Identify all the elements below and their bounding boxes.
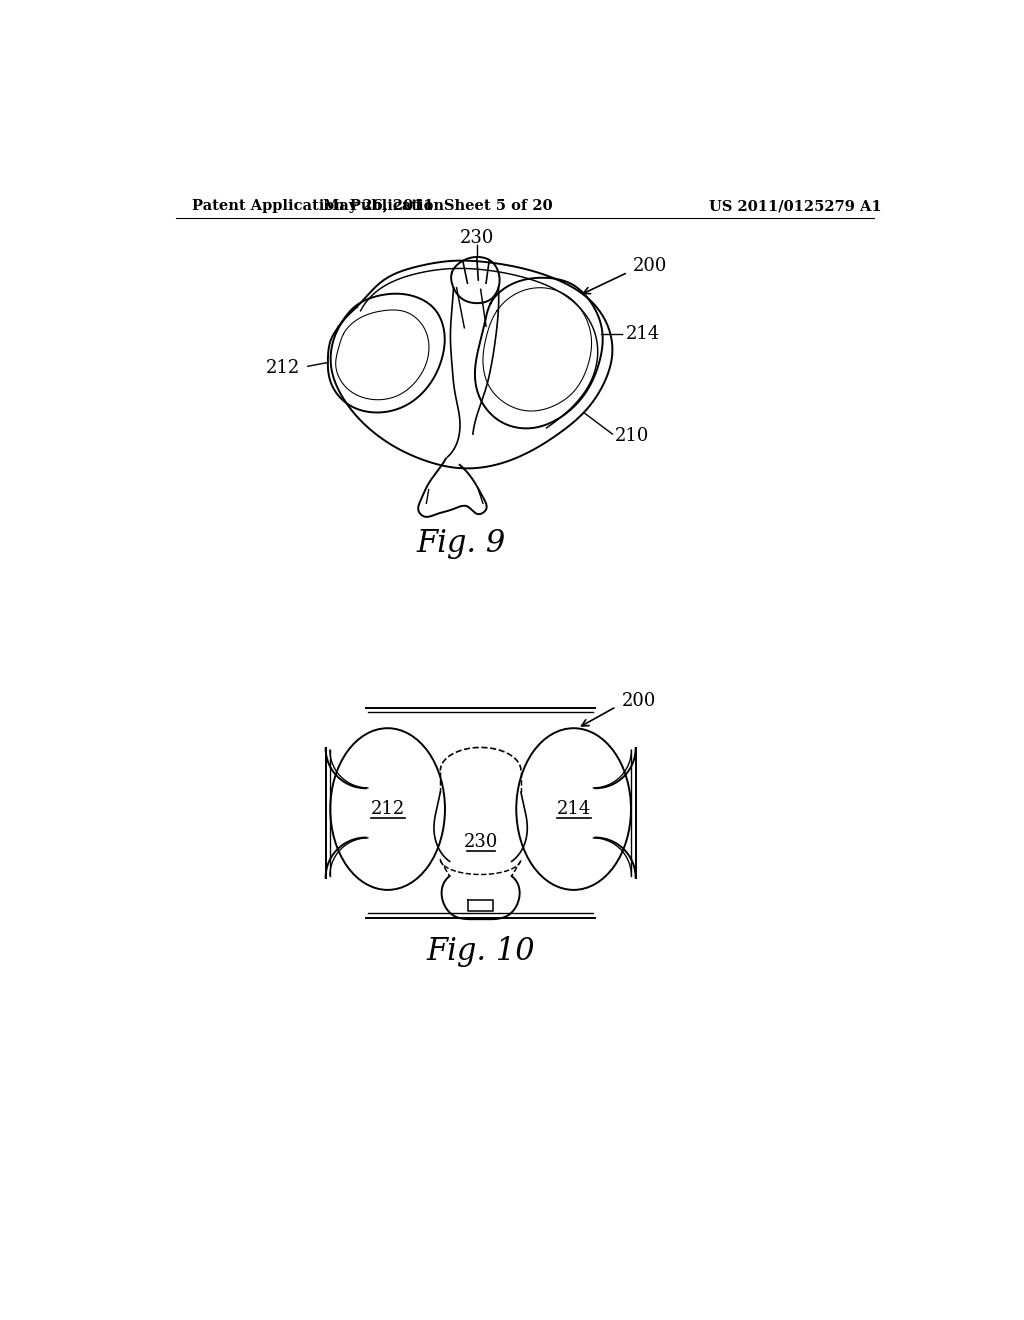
Text: 210: 210 [614,426,649,445]
Text: 214: 214 [556,800,591,818]
Text: 212: 212 [371,800,404,818]
Text: Patent Application Publication: Patent Application Publication [191,199,443,213]
Text: Fig. 9: Fig. 9 [417,528,506,558]
Text: 230: 230 [464,833,498,851]
Text: 200: 200 [633,257,668,275]
Text: Fig. 10: Fig. 10 [426,936,535,968]
Text: May 26, 2011  Sheet 5 of 20: May 26, 2011 Sheet 5 of 20 [324,199,553,213]
Text: 212: 212 [266,359,300,376]
Text: 200: 200 [622,692,656,710]
Text: US 2011/0125279 A1: US 2011/0125279 A1 [710,199,882,213]
Text: 230: 230 [460,228,494,247]
Text: 214: 214 [626,325,659,343]
